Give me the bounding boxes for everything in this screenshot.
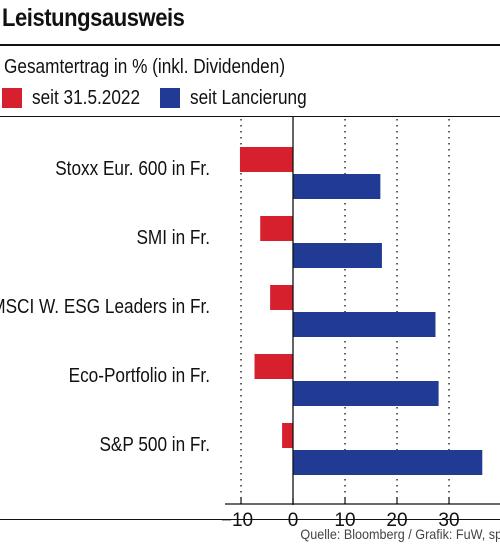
legend-label: seit Lancierung	[190, 86, 307, 109]
bar-since-2022	[239, 147, 293, 172]
bar-since-2022	[260, 216, 293, 241]
chart-subtitle: Gesamtertrag in % (inkl. Dividenden)	[4, 56, 286, 78]
bar-since-launch	[293, 381, 439, 406]
x-tick-label: −10	[221, 510, 253, 531]
legend-item-since-2022: seit 31.5.2022	[2, 86, 158, 110]
category-label: Eco-Portfolio in Fr.	[69, 364, 210, 387]
footer-rule	[0, 519, 500, 520]
bar-since-launch	[293, 174, 381, 199]
source-credit: Quelle: Bloomberg / Grafik: FuW, sp	[300, 526, 500, 542]
bar-since-2022	[270, 285, 293, 310]
bar-since-launch	[293, 312, 436, 337]
x-tick-label: 0	[288, 510, 299, 531]
legend: seit 31.5.2022 seit Lancierung	[0, 86, 500, 110]
bar-since-2022	[282, 423, 293, 448]
x-tick-label: 30	[438, 510, 459, 531]
bar-since-launch	[293, 450, 483, 475]
legend-label: seit 31.5.2022	[32, 86, 141, 109]
category-label: Stoxx Eur. 600 in Fr.	[55, 157, 210, 180]
category-label: SMI in Fr.	[136, 226, 210, 249]
x-tick-label: 10	[334, 510, 355, 531]
category-label: MSCI W. ESG Leaders in Fr.	[0, 295, 210, 318]
title-rule	[0, 44, 500, 46]
category-label: S&P 500 in Fr.	[99, 433, 210, 456]
bar-since-2022	[254, 354, 293, 379]
legend-swatch-red	[2, 88, 22, 108]
legend-rule	[0, 116, 500, 117]
x-tick-label: 20	[386, 510, 407, 531]
bar-since-launch	[293, 243, 382, 268]
legend-swatch-blue	[160, 88, 180, 108]
chart-title: Leistungsausweis	[2, 4, 185, 32]
legend-item-since-launch: seit Lancierung	[160, 86, 326, 110]
